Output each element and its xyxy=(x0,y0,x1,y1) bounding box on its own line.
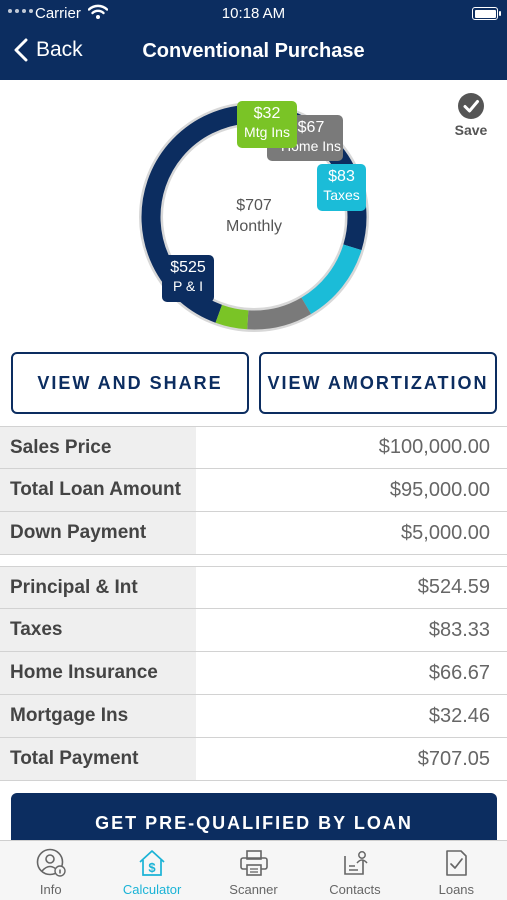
row-value: $83.33 xyxy=(428,618,490,641)
bubble-mtg-ins: $32 Mtg Ins xyxy=(237,101,297,148)
wifi-icon xyxy=(88,4,108,19)
tab-scanner-label: Scanner xyxy=(229,882,278,897)
table-row: Home Insurance $66.67 xyxy=(0,652,507,695)
page-title: Conventional Purchase xyxy=(142,40,365,62)
save-button[interactable]: Save xyxy=(449,92,493,138)
table-row: Total Loan Amount $95,000.00 xyxy=(0,469,507,512)
back-button[interactable]: Back xyxy=(14,38,83,62)
save-label: Save xyxy=(454,122,488,138)
donut-slice-home-ins xyxy=(247,297,312,330)
view-and-share-label: VIEW AND SHARE xyxy=(37,372,223,393)
row-label: Total Loan Amount xyxy=(0,469,196,511)
info-person-icon xyxy=(36,848,66,877)
table-row: Total Payment $707.05 xyxy=(0,738,507,781)
monthly-caption: Monthly xyxy=(225,218,283,235)
tab-bar: Info $ Calculator Scanner Contacts xyxy=(0,840,507,900)
bubble-taxes-amount: $83 xyxy=(328,168,355,185)
row-label: Principal & Int xyxy=(0,567,196,608)
row-value: $100,000.00 xyxy=(378,436,490,458)
tab-loans[interactable]: Loans xyxy=(406,841,507,900)
navigation-header: Carrier 10:18 AM Back Conventional Purch… xyxy=(0,0,507,80)
row-label: Home Insurance xyxy=(0,652,196,694)
bubble-principal-interest: $525 P & I xyxy=(162,255,214,302)
row-value: $5,000.00 xyxy=(401,521,490,544)
printer-icon xyxy=(239,850,268,876)
status-time: 10:18 AM xyxy=(221,5,286,22)
bubble-pi-label: P & I xyxy=(172,278,204,294)
calculator-house-icon: $ xyxy=(139,850,165,876)
row-value: $95,000.00 xyxy=(389,478,490,501)
tab-contacts-label: Contacts xyxy=(329,882,381,897)
get-pre-qualified-label: GET PRE-QUALIFIED BY LOAN xyxy=(95,813,413,833)
bubble-pi-amount: $525 xyxy=(170,259,206,276)
bubble-mtg-ins-amount: $32 xyxy=(253,105,281,122)
tab-contacts[interactable]: Contacts xyxy=(304,841,405,900)
monthly-amount: $707 xyxy=(236,197,272,214)
bubble-taxes: $83 Taxes xyxy=(317,164,366,211)
view-amortization-button[interactable]: VIEW AMORTIZATION xyxy=(259,352,497,414)
bubble-home-ins-amount: $67 xyxy=(297,119,325,136)
row-value: $66.67 xyxy=(428,661,490,684)
donut-slice-mtg-ins xyxy=(215,304,249,330)
row-label: Total Payment xyxy=(0,738,196,780)
check-circle-icon xyxy=(458,93,484,119)
tab-calculator[interactable]: $ Calculator xyxy=(101,841,202,900)
bubble-mtg-ins-label: Mtg Ins xyxy=(244,124,290,140)
table-row: Sales Price $100,000.00 xyxy=(0,426,507,469)
row-label: Mortgage Ins xyxy=(0,695,196,737)
tab-calculator-label: Calculator xyxy=(122,882,182,897)
row-label: Taxes xyxy=(0,609,196,651)
tab-scanner[interactable]: Scanner xyxy=(203,841,304,900)
row-value: $32.46 xyxy=(428,704,490,727)
tab-info-label: Info xyxy=(39,882,62,897)
tab-loans-label: Loans xyxy=(438,882,475,897)
back-label: Back xyxy=(36,38,83,61)
carrier-name: Carrier xyxy=(35,5,81,22)
view-and-share-button[interactable]: VIEW AND SHARE xyxy=(11,352,249,414)
chart-center-label: $707 Monthly xyxy=(204,195,304,237)
loan-document-icon xyxy=(446,850,468,876)
chevron-left-icon xyxy=(14,38,28,62)
donut-slice-taxes xyxy=(301,244,362,314)
row-label: Sales Price xyxy=(0,427,196,468)
table-row: Taxes $83.33 xyxy=(0,609,507,652)
bubble-taxes-label: Taxes xyxy=(323,187,360,203)
contacts-icon xyxy=(344,851,368,875)
battery-icon xyxy=(472,7,501,20)
svg-text:$: $ xyxy=(148,860,156,875)
table-row: Down Payment $5,000.00 xyxy=(0,512,507,555)
table-row: Principal & Int $524.59 xyxy=(0,566,507,609)
view-amortization-label: VIEW AMORTIZATION xyxy=(267,372,489,393)
status-bar: Carrier 10:18 AM xyxy=(0,0,507,28)
row-label: Down Payment xyxy=(0,512,196,554)
table-row: Mortgage Ins $32.46 xyxy=(0,695,507,738)
signal-icon xyxy=(8,9,33,13)
row-value: $524.59 xyxy=(417,576,490,598)
row-value: $707.05 xyxy=(417,747,490,770)
tab-info[interactable]: Info xyxy=(0,841,101,900)
